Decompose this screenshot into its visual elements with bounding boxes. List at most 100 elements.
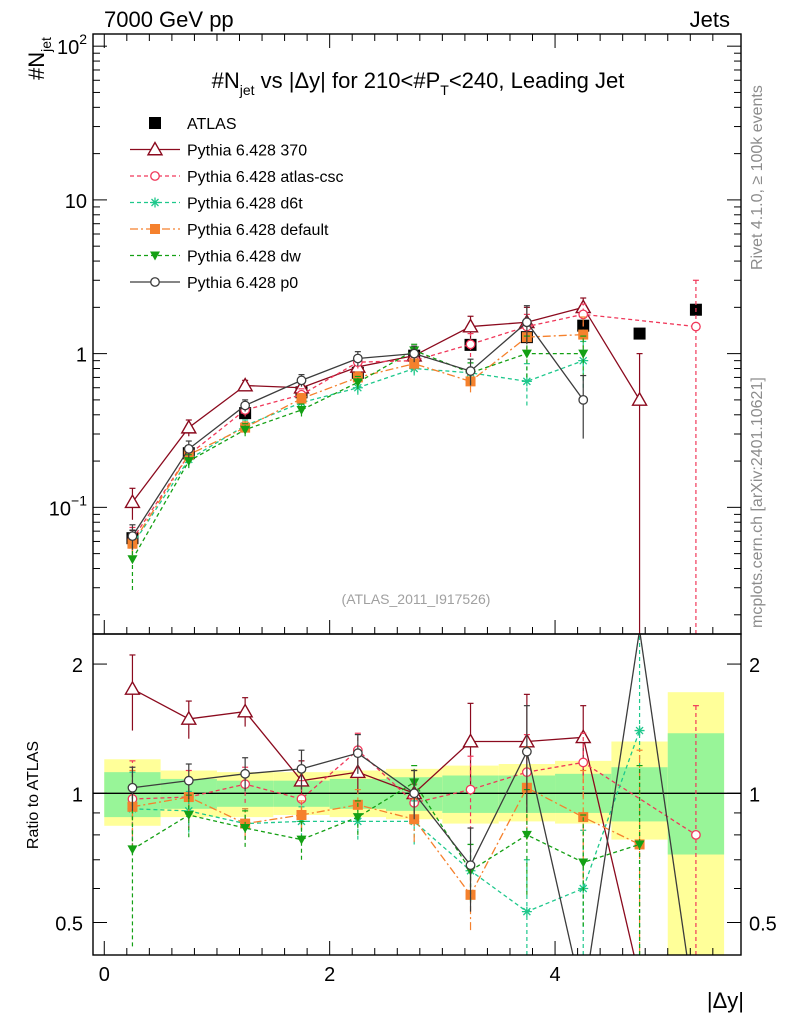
legend-label: Pythia 6.428 dw (187, 249, 301, 266)
data-point (578, 329, 589, 340)
legend-marker (149, 117, 161, 129)
title-n-sub: jet (239, 82, 255, 98)
title-end: <240, Leading Jet (449, 68, 625, 93)
data-point (296, 405, 307, 415)
title-p: P (426, 68, 441, 93)
ratio-point (296, 835, 307, 845)
ratio-y-axis-label: Ratio to ATLAS (25, 741, 42, 849)
ratio-point (462, 733, 479, 748)
data-point (691, 321, 701, 332)
legend-label: Pythia 6.428 d6t (187, 196, 303, 213)
legend-label: Pythia 6.428 default (187, 222, 329, 239)
data-point (465, 339, 476, 350)
ratio-line-pythia-6-428-d6t (132, 730, 641, 913)
data-point (183, 457, 194, 467)
data-point (124, 493, 141, 509)
series-line-pythia-6-428-atlas-csc (131, 313, 696, 540)
data-point (296, 393, 307, 404)
data-point (352, 353, 363, 364)
ratio-y-tick-label-right: 2 (749, 655, 760, 677)
ratio-point (127, 845, 138, 855)
series-line-pythia-6-428-370 (131, 306, 641, 503)
ratio-y-tick-label: 2 (72, 655, 83, 677)
ratio-line-pythia-6-428-370 (132, 688, 635, 955)
y-tick-label: 102 (57, 31, 87, 59)
ratio-point (183, 811, 194, 821)
ratio-line-pythia-6-428-atlas-csc (132, 749, 697, 836)
ratio-point (180, 710, 197, 725)
legend-entry-pythia-6-428-370: Pythia 6.428 370 (130, 141, 307, 160)
data-point (631, 391, 648, 406)
legend-label: Pythia 6.428 370 (187, 143, 307, 160)
legend-entry-pythia-6-428-dw: Pythia 6.428 dw (130, 249, 301, 266)
ratio-point (634, 725, 645, 736)
data-point (352, 372, 363, 383)
legend-marker (150, 197, 160, 208)
x-tick-label: 2 (324, 964, 335, 986)
ratio-point (578, 858, 589, 868)
data-point (240, 400, 251, 411)
data-point (409, 358, 420, 369)
ratio-point (240, 824, 251, 834)
ratio-point (352, 813, 363, 823)
ratio-point (124, 680, 141, 695)
ratio-point (521, 830, 532, 840)
data-point (409, 348, 420, 359)
plot-title: #Njet vs |Δy| for 210<#PT<240, Leading J… (212, 68, 625, 98)
ratio-point (521, 906, 532, 917)
data-point (236, 377, 254, 392)
y-tick-label: 10−1 (49, 492, 87, 520)
series-pythia-6-428-p0 (127, 305, 589, 550)
ratio-plot-panel: 0.5 0.5 1 1 2 2 0 2 4 Ratio to ATLAS |Δy| (25, 633, 777, 1013)
y-tick-label: 10 (65, 191, 87, 213)
ratio-point (634, 840, 645, 850)
legend-entry-pythia-6-428-atlas-csc: Pythia 6.428 atlas-csc (130, 169, 344, 186)
legend-label: ATLAS (187, 116, 237, 133)
data-point (578, 349, 589, 359)
title-n: #N (212, 68, 240, 93)
data-point (633, 327, 646, 340)
category-label: Jets (690, 7, 730, 32)
ratio-y-tick-label-right: 1 (749, 784, 760, 806)
ratio-point (578, 757, 589, 768)
series-line-pythia-6-428-dw (131, 349, 584, 560)
y-axis-label: #Njet (24, 37, 54, 80)
legend-entry-pythia-6-428-default: Pythia 6.428 default (130, 222, 329, 239)
series-pythia-6-428-370 (124, 297, 648, 634)
data-point (180, 419, 197, 434)
data-point (521, 376, 532, 387)
data-point (352, 378, 363, 388)
ratio-line-pythia-6-428-dw (132, 781, 640, 872)
ratio-point (691, 829, 701, 840)
title-mid: vs |Δy| for 210<# (255, 68, 427, 93)
ratio-series-pythia-6-428-p0 (127, 634, 688, 955)
legend-label: Pythia 6.428 p0 (187, 275, 298, 292)
ratio-point (409, 788, 420, 799)
data-point (578, 394, 589, 405)
rivet-version-label: Rivet 4.1.0, ≥ 100k events (749, 85, 766, 270)
data-point (462, 318, 479, 333)
legend-marker (150, 251, 160, 261)
ratio-point (127, 782, 138, 793)
legend-marker (150, 224, 160, 234)
ratio-point (575, 728, 592, 744)
ratio-point (521, 746, 532, 757)
collision-energy-label: 7000 GeV pp (104, 7, 234, 32)
legend-label: Pythia 6.428 atlas-csc (187, 169, 344, 186)
ratio-line-pythia-6-428-default (132, 786, 640, 897)
legend-entry-pythia-6-428-d6t: Pythia 6.428 d6t (130, 196, 303, 213)
data-point (521, 349, 532, 359)
data-point (127, 531, 138, 542)
data-point (127, 555, 138, 565)
ratio-point (296, 763, 307, 774)
legend: ATLAS Pythia 6.428 370 Pythia 6.428 atlas-… (130, 116, 344, 292)
ratio-point (465, 860, 476, 871)
ratio-point (183, 775, 194, 786)
ratio-point (578, 812, 589, 823)
legend-marker (150, 171, 160, 181)
ratio-y-tick-label: 0.5 (55, 913, 83, 935)
title-p-sub: T (440, 82, 449, 98)
ratio-point (240, 768, 251, 779)
